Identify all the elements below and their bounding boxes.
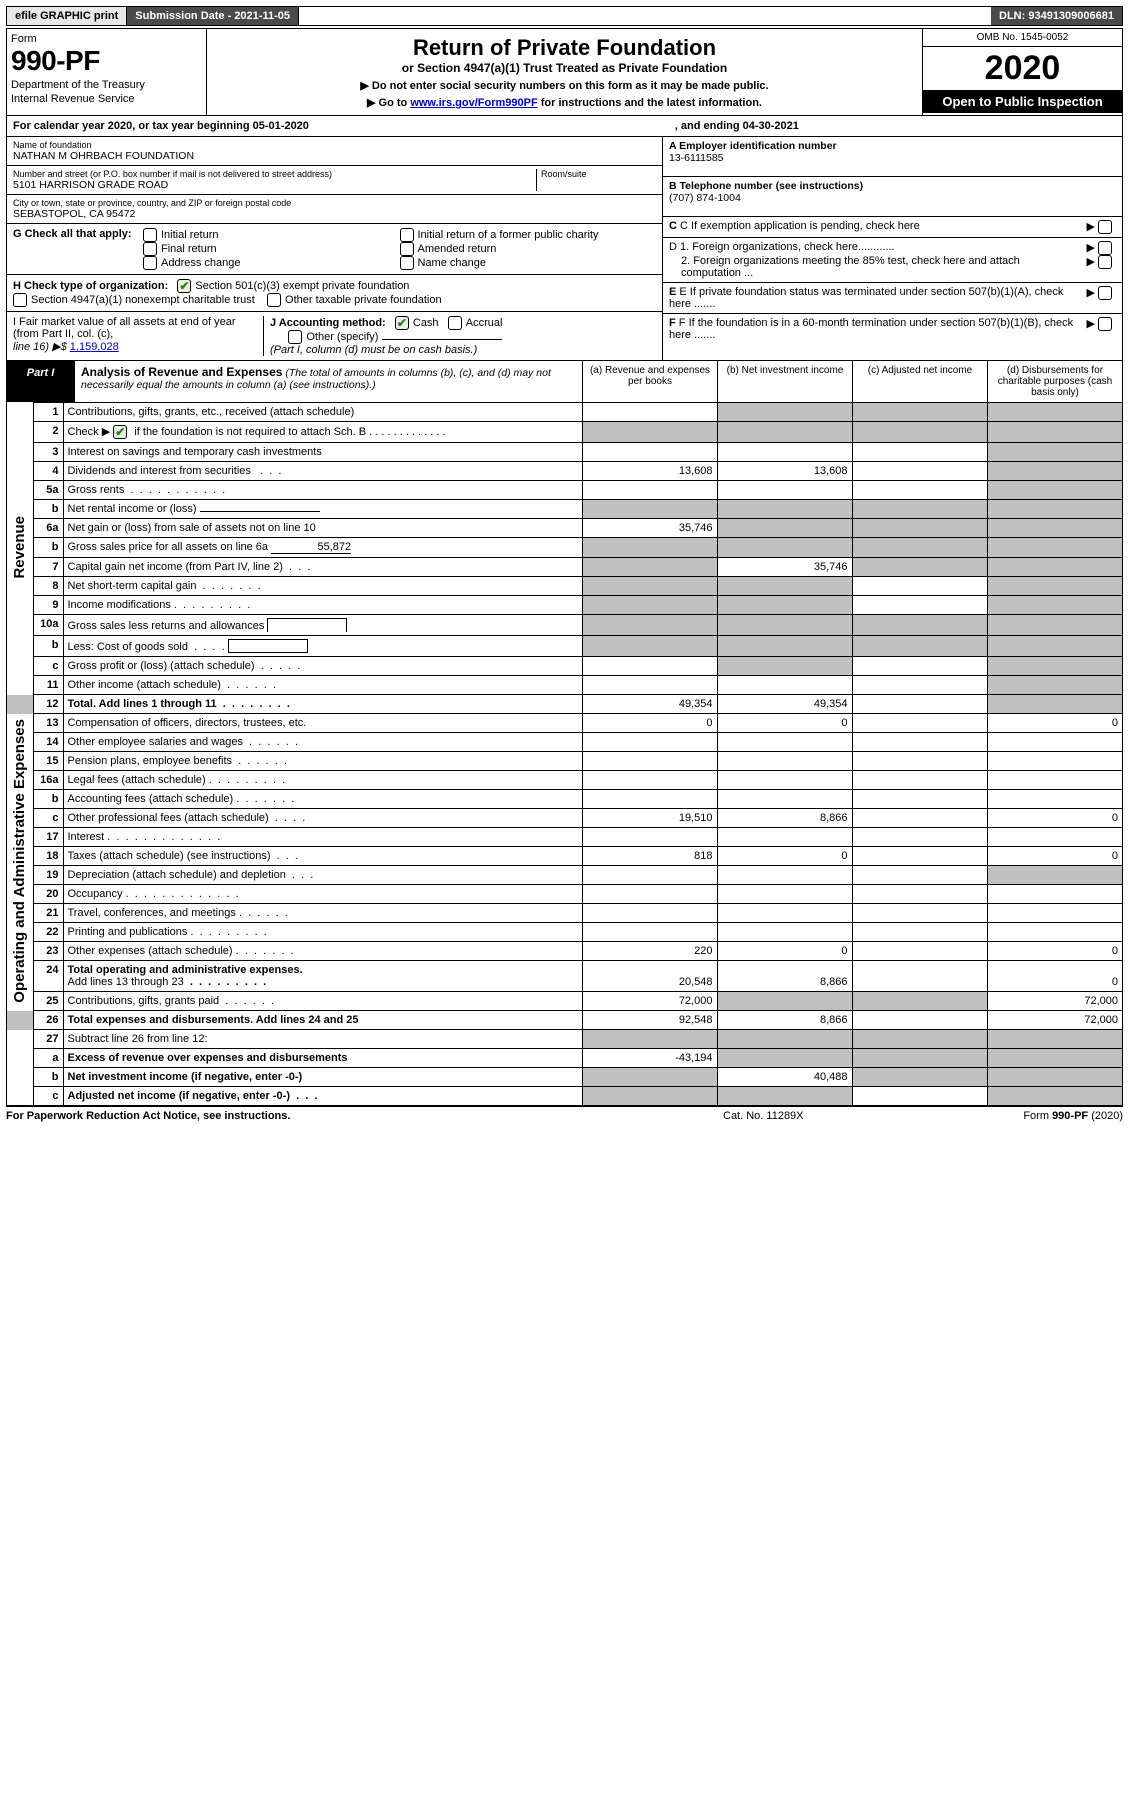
omb-number: OMB No. 1545-0052 — [923, 29, 1122, 47]
irs-label: Internal Revenue Service — [11, 93, 202, 105]
ck-initial-return[interactable] — [143, 228, 157, 242]
form-note-1: ▶ Do not enter social security numbers o… — [213, 79, 916, 92]
irs-link[interactable]: www.irs.gov/Form990PF — [410, 97, 537, 109]
ck-initial-former[interactable] — [400, 228, 414, 242]
phone-label: B Telephone number (see instructions) — [669, 180, 863, 192]
part-1: Part I Analysis of Revenue and Expenses … — [6, 361, 1123, 1107]
dept-treasury: Department of the Treasury — [11, 79, 202, 91]
dln: DLN: 93491309006681 — [991, 7, 1122, 25]
paperwork-notice: For Paperwork Reduction Act Notice, see … — [6, 1110, 723, 1122]
info-block: Name of foundation NATHAN M OHRBACH FOUN… — [6, 137, 1123, 361]
ck-d1[interactable] — [1098, 241, 1112, 255]
address-label: Number and street (or P.O. box number if… — [13, 169, 536, 179]
form-note-2: ▶ Go to www.irs.gov/Form990PF for instru… — [213, 96, 916, 109]
col-c-header: (c) Adjusted net income — [852, 361, 987, 402]
ck-schB[interactable] — [113, 425, 127, 439]
calendar-year-bar: For calendar year 2020, or tax year begi… — [6, 116, 1123, 137]
ck-other-method[interactable] — [288, 330, 302, 344]
efile-print-button[interactable]: efile GRAPHIC print — [7, 7, 127, 25]
col-a-header: (a) Revenue and expenses per books — [582, 361, 717, 402]
ck-501c3[interactable] — [177, 279, 191, 293]
h-section: H Check type of organization: Section 50… — [7, 275, 662, 312]
ck-d2[interactable] — [1098, 255, 1112, 269]
g-section: G Check all that apply: Initial return F… — [7, 224, 662, 275]
page-footer: For Paperwork Reduction Act Notice, see … — [6, 1107, 1123, 1125]
c-label: C If exemption application is pending, c… — [680, 220, 920, 232]
col-b-header: (b) Net investment income — [717, 361, 852, 402]
j-note: (Part I, column (d) must be on cash basi… — [270, 344, 477, 356]
ck-f[interactable] — [1098, 317, 1112, 331]
ck-accrual[interactable] — [448, 316, 462, 330]
part-badge: Part I — [7, 361, 75, 402]
form-ref: Form 990-PF (2020) — [923, 1110, 1123, 1122]
ck-other-taxable[interactable] — [267, 293, 281, 307]
city-label: City or town, state or province, country… — [13, 198, 656, 208]
form-subtitle: or Section 4947(a)(1) Trust Treated as P… — [213, 61, 916, 75]
ck-4947[interactable] — [13, 293, 27, 307]
ck-address-change[interactable] — [143, 256, 157, 270]
d2-label: 2. Foreign organizations meeting the 85%… — [669, 255, 1086, 279]
ein-label: A Employer identification number — [669, 140, 837, 152]
form-label: Form — [11, 33, 202, 45]
room-label: Room/suite — [541, 169, 656, 179]
city: SEBASTOPOL, CA 95472 — [13, 208, 656, 220]
d1-label: D 1. Foreign organizations, check here..… — [669, 241, 1086, 255]
cat-no: Cat. No. 11289X — [723, 1110, 923, 1122]
address: 5101 HARRISON GRADE ROAD — [13, 179, 536, 191]
f-label: F If the foundation is in a 60-month ter… — [669, 317, 1073, 341]
open-public: Open to Public Inspection — [923, 90, 1122, 113]
form-header: Form 990-PF Department of the Treasury I… — [6, 28, 1123, 116]
form-number: 990-PF — [11, 45, 202, 77]
e-label: E If private foundation status was termi… — [669, 286, 1063, 310]
ck-cash[interactable] — [395, 316, 409, 330]
submission-date: Submission Date - 2021-11-05 — [127, 7, 299, 25]
phone-value: (707) 874-1004 — [669, 192, 741, 204]
top-bar: efile GRAPHIC print Submission Date - 20… — [6, 6, 1123, 26]
ck-final-return[interactable] — [143, 242, 157, 256]
part1-table: Revenue 1Contributions, gifts, grants, e… — [7, 402, 1122, 1106]
ck-amended[interactable] — [400, 242, 414, 256]
i-label: I Fair market value of all assets at end… — [13, 316, 236, 340]
ck-e[interactable] — [1098, 286, 1112, 300]
ck-name-change[interactable] — [400, 256, 414, 270]
foundation-name: NATHAN M OHRBACH FOUNDATION — [13, 150, 656, 162]
col-d-header: (d) Disbursements for charitable purpose… — [987, 361, 1122, 402]
name-label: Name of foundation — [13, 140, 656, 150]
form-title: Return of Private Foundation — [213, 35, 916, 61]
ck-c[interactable] — [1098, 220, 1112, 234]
tax-year: 2020 — [923, 47, 1122, 90]
fmv-value[interactable]: 1,159,028 — [70, 341, 119, 353]
ein-value: 13-6111585 — [669, 152, 724, 164]
